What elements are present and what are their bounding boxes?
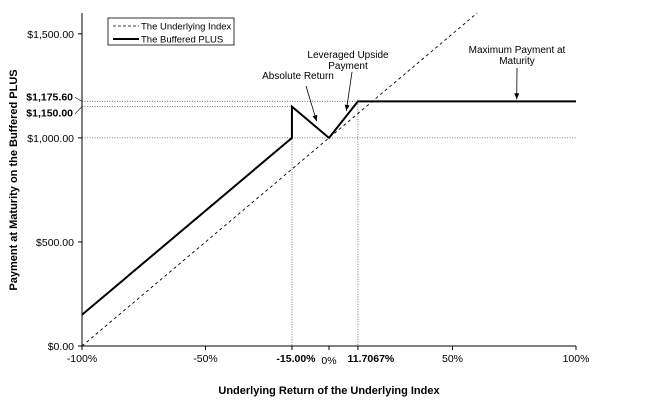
annotation-text: Leveraged Upside	[307, 50, 389, 61]
series-line-buffered-plus	[81, 100, 576, 316]
x-tick-label: 11.7067%	[348, 353, 395, 365]
annotation-text: Maturity	[499, 56, 535, 67]
y-tick-label: $1,000.00	[27, 133, 74, 145]
y-label-leader	[74, 106, 83, 114]
arrowhead-icon	[514, 93, 520, 100]
annotation-text: Payment	[328, 61, 368, 72]
y-label-leader	[74, 97, 83, 102]
y-tick-label: $500.00	[36, 237, 74, 249]
y-axis-title: Payment at Maturity on the Buffered PLUS	[8, 69, 20, 290]
legend-label: The Underlying Index	[141, 22, 232, 33]
legend-label: The Buffered PLUS	[141, 35, 223, 46]
x-tick-label: 100%	[563, 353, 590, 365]
arrowhead-icon	[344, 104, 350, 111]
y-tick-label: $0.00	[48, 341, 74, 353]
x-tick-label: -15.00%	[276, 353, 316, 365]
series-line-underlying-index	[81, 12, 478, 347]
y-tick-label: $1,150.00	[26, 108, 73, 120]
x-axis-title: Underlying Return of the Underlying Inde…	[218, 385, 440, 397]
annotation-arrow	[345, 71, 353, 111]
y-tick-label: $1,500.00	[27, 29, 74, 41]
annotation-text: Maximum Payment at	[469, 45, 566, 56]
x-tick-label: -100%	[67, 353, 97, 365]
x-tick-label: -50%	[193, 353, 218, 365]
y-tick-label: $1,175.60	[26, 91, 73, 103]
x-tick-label: 0%	[321, 355, 336, 367]
annotation-arrow	[305, 85, 318, 122]
x-tick-label: 50%	[442, 353, 463, 365]
annotation-text: Absolute Return	[262, 71, 334, 82]
arrowhead-icon	[312, 114, 318, 122]
legend-box	[107, 17, 235, 46]
